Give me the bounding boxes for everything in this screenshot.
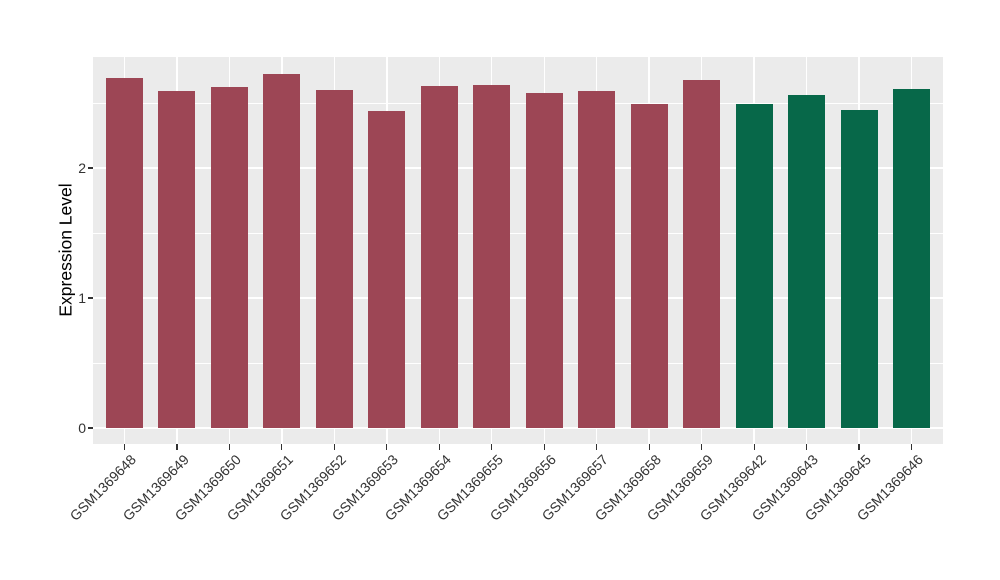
x-tick-mark bbox=[648, 444, 650, 450]
bar-GSM1369649 bbox=[158, 91, 196, 428]
x-tick-mark bbox=[333, 444, 335, 450]
x-tick-mark bbox=[281, 444, 283, 450]
x-tick-mark bbox=[491, 444, 493, 450]
x-tick-mark bbox=[701, 444, 703, 450]
x-tick-mark bbox=[543, 444, 545, 450]
y-axis-title: Expression Level bbox=[55, 183, 76, 317]
y-tick-mark bbox=[87, 167, 93, 169]
x-tick-mark bbox=[753, 444, 755, 450]
gridline-major-y bbox=[93, 427, 943, 429]
bar-GSM1369645 bbox=[840, 109, 878, 428]
x-tick-mark bbox=[596, 444, 598, 450]
gridline-minor-y bbox=[93, 102, 943, 104]
y-tick-label: 2 bbox=[78, 160, 86, 176]
bar-GSM1369653 bbox=[368, 110, 406, 428]
y-tick-mark bbox=[87, 297, 93, 299]
bar-GSM1369643 bbox=[788, 95, 826, 428]
gridline-minor-y bbox=[93, 232, 943, 234]
bar-GSM1369655 bbox=[473, 84, 511, 428]
x-tick-mark bbox=[805, 444, 808, 450]
bar-GSM1369657 bbox=[578, 91, 616, 428]
bar-GSM1369651 bbox=[263, 74, 301, 428]
x-tick-mark bbox=[858, 444, 860, 450]
bar-GSM1369646 bbox=[893, 88, 931, 428]
bar-GSM1369652 bbox=[315, 90, 353, 428]
x-tick-mark bbox=[123, 444, 126, 450]
gridline-major-y bbox=[93, 167, 943, 169]
bar-GSM1369648 bbox=[105, 78, 143, 428]
plot-panel bbox=[93, 57, 943, 444]
bar-GSM1369659 bbox=[683, 79, 721, 428]
x-tick-mark bbox=[386, 444, 388, 450]
y-tick-label: 0 bbox=[78, 420, 86, 436]
x-tick-mark bbox=[228, 444, 230, 450]
x-tick-mark bbox=[910, 444, 913, 450]
bar-GSM1369654 bbox=[420, 86, 458, 428]
gridline-major-y bbox=[93, 297, 943, 299]
bar-GSM1369658 bbox=[630, 104, 668, 428]
bar-GSM1369650 bbox=[210, 87, 248, 428]
gridline-minor-y bbox=[93, 362, 943, 364]
x-tick-mark bbox=[438, 444, 440, 450]
y-tick-label: 1 bbox=[78, 290, 86, 306]
bar-GSM1369656 bbox=[525, 92, 563, 428]
bar-GSM1369642 bbox=[735, 104, 773, 428]
y-tick-mark bbox=[87, 427, 93, 429]
x-tick-mark bbox=[176, 444, 178, 450]
